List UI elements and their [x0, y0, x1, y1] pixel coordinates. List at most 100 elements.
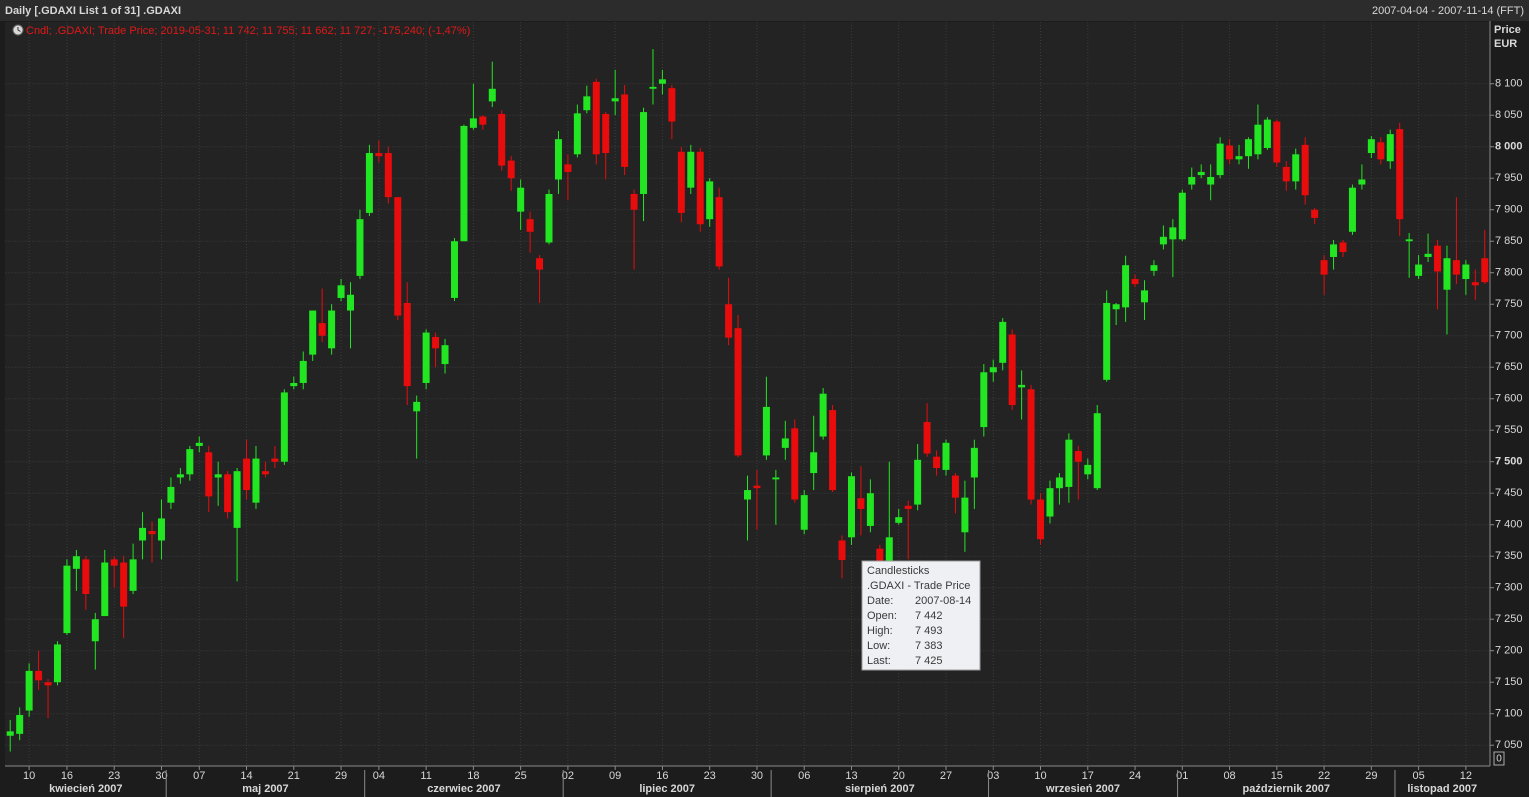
- candle-body: [280, 392, 288, 462]
- candle-body: [290, 382, 298, 387]
- x-tick-label: 07: [193, 770, 205, 782]
- tooltip-rows: Date: 2007-08-14 Open: 7 442 High: 7 493 Low: 7…: [867, 595, 971, 667]
- candle-body: [252, 458, 260, 503]
- candle-body: [1424, 253, 1432, 257]
- y-tick-label: 7 150: [1495, 676, 1523, 688]
- y-tick-label: 7 500: [1495, 456, 1523, 468]
- candle-body: [876, 548, 884, 561]
- candle-body: [1188, 176, 1196, 185]
- x-tick-label: 25: [515, 770, 527, 782]
- x-tick-label: 30: [155, 770, 167, 782]
- candle-body: [91, 619, 99, 642]
- candle-body: [347, 294, 355, 311]
- candle-body: [1074, 451, 1082, 462]
- tooltip-value: 7 442: [915, 610, 943, 622]
- y-tick-label: 7 600: [1495, 393, 1523, 405]
- x-tick-label: 16: [61, 770, 73, 782]
- candle-body: [744, 490, 751, 500]
- candle-body: [866, 493, 874, 526]
- candle-body: [101, 562, 109, 617]
- tooltip: Candlesticks .GDAXI - Trade Price Date: 2…: [861, 560, 981, 671]
- candle-body: [1169, 227, 1177, 240]
- candle-body: [1197, 171, 1205, 176]
- candle-body: [129, 559, 137, 591]
- y-tick-label: 7 100: [1495, 708, 1523, 720]
- candle-body: [715, 197, 723, 267]
- candle-body: [460, 125, 468, 242]
- candle-body: [1434, 245, 1442, 272]
- x-tick-label: 27: [940, 770, 952, 782]
- candle-body: [545, 193, 553, 243]
- candle-body: [1481, 258, 1489, 283]
- candle-body: [1093, 413, 1101, 489]
- candle-body: [923, 422, 931, 454]
- candle-body: [1178, 192, 1186, 240]
- candle-body: [469, 118, 477, 128]
- candle-body: [167, 486, 175, 503]
- candle-body: [1084, 464, 1092, 475]
- candle-body: [895, 517, 903, 523]
- candle-body: [781, 438, 789, 448]
- candle-body: [205, 452, 213, 497]
- candle-body: [6, 731, 14, 736]
- y-tick-label: 8 000: [1495, 141, 1523, 153]
- zoom-reset-label[interactable]: 0: [1496, 754, 1502, 765]
- candle-body: [1235, 156, 1243, 160]
- candle-body: [1226, 145, 1234, 160]
- candle-body: [1301, 144, 1309, 196]
- candle-body: [772, 477, 780, 480]
- y-tick-label: 7 050: [1495, 739, 1523, 751]
- zoom-reset-button[interactable]: [1493, 751, 1505, 766]
- candle-body: [432, 336, 440, 349]
- candle-body: [847, 476, 855, 538]
- candle-body: [951, 475, 959, 498]
- x-tick-label: 03: [987, 770, 999, 782]
- candle-body: [157, 518, 165, 541]
- y-tick-label: 7 400: [1495, 519, 1523, 531]
- x-tick-label: 21: [288, 770, 300, 782]
- y-tick-label: 8 100: [1495, 78, 1523, 90]
- candle-body: [375, 153, 383, 157]
- x-tick-label: 10: [23, 770, 35, 782]
- candle-body: [791, 428, 799, 500]
- candle-body: [318, 323, 326, 336]
- y-tick-label: 7 800: [1495, 267, 1523, 279]
- y-tick-label: 7 750: [1495, 298, 1523, 310]
- candle-body: [214, 474, 222, 478]
- candle-body: [885, 537, 893, 561]
- candle-body: [725, 304, 733, 338]
- x-tick-label: 12: [1460, 770, 1472, 782]
- month-label: czerwiec 2007: [427, 783, 500, 795]
- candle-body: [1103, 302, 1111, 380]
- x-tick-label: 16: [656, 770, 668, 782]
- candle-body: [857, 498, 865, 509]
- candle-body: [1320, 260, 1328, 275]
- candle-body: [498, 113, 506, 166]
- candle-body: [1358, 179, 1366, 185]
- candle-body: [25, 670, 33, 711]
- chart-title: Daily [.GDAXI List 1 of 31] .GDAXI: [5, 5, 181, 17]
- tooltip-label: Date:: [867, 595, 893, 607]
- candle-body: [384, 153, 392, 198]
- candle-body: [224, 474, 232, 513]
- plot-layer: 7 050 7 100 7 150 7 200 7 250 7 300 7 350 7 400…: [5, 22, 1523, 797]
- candle-body: [1367, 139, 1375, 154]
- y-tick-label: 7 900: [1495, 204, 1523, 216]
- candle-body: [611, 98, 619, 102]
- candle-body: [110, 559, 118, 566]
- candle-body: [1471, 282, 1479, 286]
- y-tick-label: 7 550: [1495, 424, 1523, 436]
- candle-body: [72, 556, 80, 569]
- candle-body: [403, 302, 411, 387]
- candle-body: [1159, 236, 1167, 245]
- candle-body: [687, 151, 695, 188]
- candle-body: [328, 310, 336, 349]
- candle-body: [800, 495, 808, 530]
- y-tick-label: 7 700: [1495, 330, 1523, 342]
- candle-body: [139, 527, 147, 541]
- x-tick-label: 02: [562, 770, 574, 782]
- candle-body: [1008, 334, 1016, 406]
- plot-area: [5, 22, 1490, 766]
- y-tick-label: 7 450: [1495, 487, 1523, 499]
- candle-body: [696, 151, 704, 225]
